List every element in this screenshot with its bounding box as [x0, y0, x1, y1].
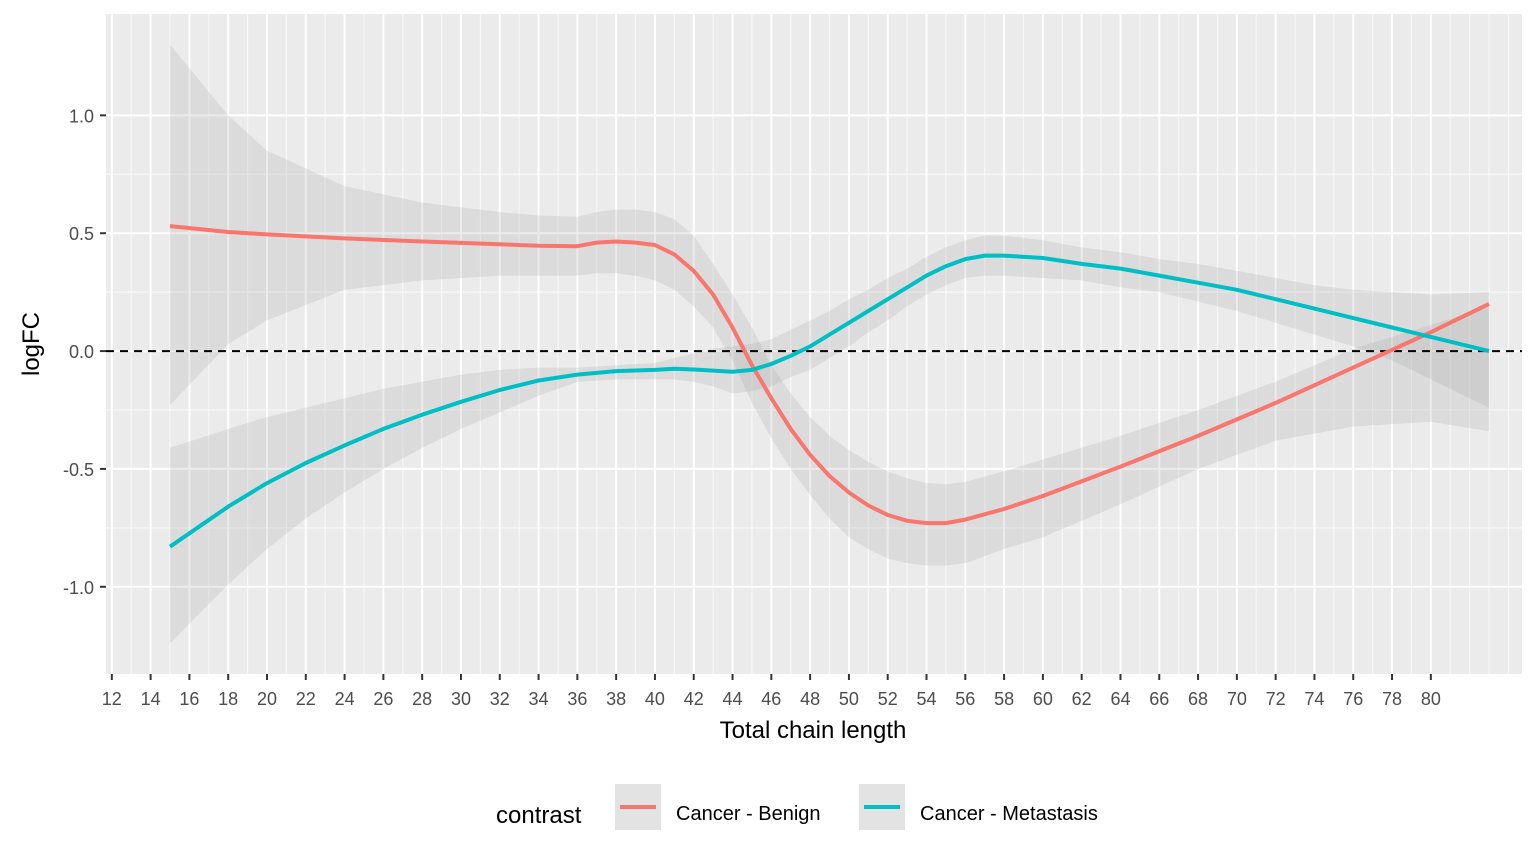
- x-tick-label: 18: [218, 689, 238, 709]
- x-tick-label: 44: [723, 689, 743, 709]
- y-axis: 1.0 0.5 0.0 -0.5 -1.0: [63, 106, 106, 598]
- confidence-ribbons: [170, 44, 1489, 644]
- x-tick-label: 16: [179, 689, 199, 709]
- x-tick-label: 64: [1110, 689, 1130, 709]
- legend-label-cancer-metastasis: Cancer - Metastasis: [920, 803, 1098, 825]
- x-tick-label: 40: [645, 689, 665, 709]
- series-lines: [168, 224, 1490, 549]
- x-tick-label: 22: [296, 689, 316, 709]
- major-gridlines: [106, 14, 1522, 674]
- minor-gridlines: [106, 14, 1522, 674]
- x-tick-label: 76: [1343, 689, 1363, 709]
- x-tick-label: 58: [994, 689, 1014, 709]
- y-tick-label: -1.0: [63, 578, 94, 598]
- x-tick-label: 42: [684, 689, 704, 709]
- series-line-1: [168, 253, 1490, 549]
- x-tick-label: 56: [955, 689, 975, 709]
- series-line-0: [169, 224, 1490, 526]
- x-tick-label: 62: [1072, 689, 1092, 709]
- x-tick-label: 80: [1421, 689, 1441, 709]
- x-tick-label: 32: [490, 689, 510, 709]
- y-tick-label: 1.0: [69, 106, 94, 126]
- x-tick-label: 78: [1382, 689, 1402, 709]
- y-tick-label: 0.0: [69, 342, 94, 362]
- x-tick-label: 26: [373, 689, 393, 709]
- x-tick-label: 28: [412, 689, 432, 709]
- x-tick-label: 20: [257, 689, 277, 709]
- x-tick-label: 52: [878, 689, 898, 709]
- legend-label-cancer-benign: Cancer - Benign: [676, 803, 821, 825]
- x-tick-label: 70: [1227, 689, 1247, 709]
- ci-ribbon-0: [170, 44, 1489, 566]
- x-axis-title: Total chain length: [720, 717, 907, 744]
- x-tick-label: 14: [141, 689, 161, 709]
- x-tick-label: 48: [800, 689, 820, 709]
- x-tick-label: 12: [102, 689, 122, 709]
- x-axis: 12 14 16 18 20 22 24 26 28 30 32 34 36 38 40 42 44 46 48 50…: [102, 674, 1441, 709]
- x-tick-label: 30: [451, 689, 471, 709]
- x-tick-label: 50: [839, 689, 859, 709]
- x-tick-label: 36: [567, 689, 587, 709]
- x-tick-label: 46: [761, 689, 781, 709]
- x-tick-label: 72: [1266, 689, 1286, 709]
- x-tick-label: 54: [916, 689, 936, 709]
- x-tick-label: 60: [1033, 689, 1053, 709]
- x-tick-label: 38: [606, 689, 626, 709]
- ci-ribbon-1: [170, 235, 1489, 644]
- x-tick-label: 24: [335, 689, 355, 709]
- x-tick-label: 66: [1149, 689, 1169, 709]
- y-tick-label: -0.5: [63, 460, 94, 480]
- y-tick-label: 0.5: [69, 224, 94, 244]
- legend: contrast Cancer - Benign Cancer - Metast…: [496, 784, 1098, 830]
- x-tick-label: 34: [529, 689, 549, 709]
- x-tick-label: 74: [1304, 689, 1324, 709]
- x-tick-label: 68: [1188, 689, 1208, 709]
- y-axis-title: logFC: [18, 312, 45, 376]
- legend-title: contrast: [496, 802, 582, 829]
